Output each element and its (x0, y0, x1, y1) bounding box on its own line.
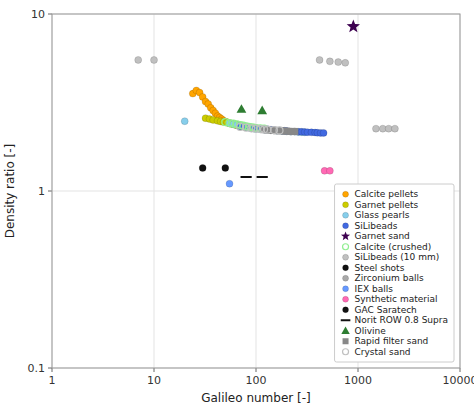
series (261, 126, 299, 135)
legend-marker (343, 254, 349, 260)
legend-label: Crystal sand (355, 347, 411, 357)
legend-label: SiLibeads (10 mm) (355, 252, 440, 262)
series (347, 19, 360, 32)
legend-marker (343, 349, 349, 355)
legend-label: Garnet sand (355, 231, 410, 241)
tick (460, 368, 461, 372)
legend-label: Rapid filter sand (355, 336, 429, 346)
legend-label: Olivine (355, 326, 387, 336)
grid (52, 14, 460, 368)
tick-label: 1 (49, 374, 56, 387)
points (135, 19, 399, 187)
legend-box (335, 184, 454, 362)
tick-label: 1000 (344, 374, 372, 387)
series (237, 123, 283, 133)
point (326, 58, 333, 65)
legend-marker (341, 231, 350, 240)
legend-label: GAC Saratech (355, 305, 417, 315)
point (237, 104, 247, 113)
legend-label: Calcite (crushed) (355, 242, 432, 252)
legend-marker (341, 327, 349, 334)
plot-frame (52, 14, 460, 368)
legend-marker (343, 296, 349, 302)
point (372, 125, 379, 132)
point (151, 56, 158, 63)
point (276, 127, 283, 134)
point (320, 129, 327, 136)
legend-label: Norit ROW 0.8 Supra (355, 315, 448, 325)
legend-marker (343, 275, 349, 281)
tick-label: 1 (38, 185, 45, 198)
tick-label: 0.1 (28, 362, 46, 375)
series (222, 119, 268, 133)
point (135, 56, 142, 63)
tick (256, 368, 257, 372)
tick-label: 10 (31, 8, 45, 21)
legend-marker (343, 202, 349, 208)
series (321, 167, 333, 174)
legend-marker (343, 244, 349, 250)
tick (48, 14, 52, 15)
point (226, 180, 233, 187)
legend-label: Zirconium balls (355, 273, 424, 283)
tick (48, 368, 52, 369)
legend-label: Synthetic material (355, 294, 438, 304)
series (241, 176, 268, 177)
point (291, 128, 298, 135)
tick (48, 191, 52, 192)
legend-marker (341, 319, 351, 321)
x-axis-label: Galileo number [-] (201, 391, 311, 405)
point (181, 118, 188, 125)
point (199, 164, 206, 171)
series (199, 164, 229, 171)
legend: Calcite pelletsGarnet pelletsGlass pearl… (335, 184, 454, 362)
series (226, 180, 233, 187)
series (237, 123, 327, 137)
tick (154, 368, 155, 372)
legend-marker (343, 191, 349, 197)
point (335, 59, 342, 66)
legend-label: Calcite pellets (355, 189, 419, 199)
tick (52, 368, 53, 372)
point (316, 56, 323, 63)
point (257, 106, 267, 115)
point (222, 164, 229, 171)
point (291, 128, 298, 135)
legend-marker (343, 212, 349, 218)
legend-label: Steel shots (355, 263, 405, 273)
tick-label: 10 (147, 374, 161, 387)
tick-label: 100 (246, 374, 267, 387)
chart: 1101001000100000.1110Galileo number [-]D… (0, 0, 474, 412)
series (135, 56, 399, 132)
series (202, 115, 250, 131)
point (391, 125, 398, 132)
background (0, 0, 474, 412)
legend-label: Glass pearls (355, 210, 410, 220)
legend-marker (343, 307, 349, 313)
legend-marker (343, 338, 349, 344)
legend-label: IEX balls (355, 284, 394, 294)
series (189, 87, 242, 129)
point (326, 167, 333, 174)
point (241, 176, 252, 178)
legend-label: SiLibeads (355, 221, 398, 231)
point (291, 128, 298, 135)
series (237, 104, 268, 114)
series (181, 118, 308, 136)
legend-marker (343, 223, 349, 229)
point (342, 59, 349, 66)
point (347, 19, 360, 32)
legend-marker (343, 286, 349, 292)
y-axis-label: Density ratio [-] (3, 144, 17, 239)
legend-marker (343, 265, 349, 271)
legend-label: Garnet pellets (355, 200, 419, 210)
point (257, 176, 268, 178)
axes: 1101001000100000.1110Galileo number [-]D… (3, 8, 474, 405)
tick-label: 10000 (443, 374, 474, 387)
tick (358, 368, 359, 372)
